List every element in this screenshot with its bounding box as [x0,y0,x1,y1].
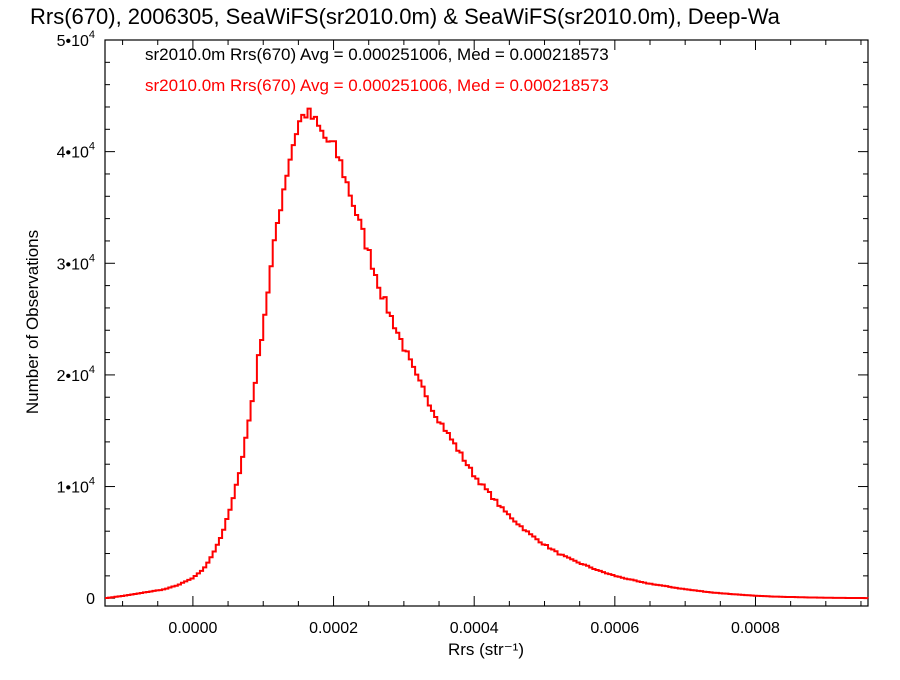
x-tick-label: 0.0000 [168,620,217,637]
x-tick-label: 0.0006 [590,620,639,637]
y-tick-label: 3•104 [57,252,95,273]
x-tick-label: 0.0008 [731,620,780,637]
y-axis-ticks: 0 1•104 2•104 3•104 4•104 5•104 [57,29,868,608]
y-tick-label: 0 [86,591,95,608]
chart-title: Rrs(670), 2006305, SeaWiFS(sr2010.0m) & … [30,4,781,29]
plot-frame [104,39,869,607]
x-axis-ticks: 0.0000 0.0002 0.0004 0.0006 0.0008 [122,40,862,637]
plot-border [104,39,869,607]
y-axis-label: Number of Observations [23,230,42,414]
x-tick-label: 0.0002 [309,620,358,637]
series-layer [105,107,869,600]
x-tick-label: 0.0004 [450,620,499,637]
legend-entry-black: sr2010.0m Rrs(670) Avg = 0.000251006, Me… [145,45,609,64]
legend: sr2010.0m Rrs(670) Avg = 0.000251006, Me… [145,45,609,95]
y-tick-label: 5•104 [57,29,95,50]
x-axis-label: Rrs (str⁻¹) [448,640,524,659]
y-tick-label: 1•104 [57,476,95,497]
y-tick-label: 2•104 [57,364,95,385]
legend-entry-red: sr2010.0m Rrs(670) Avg = 0.000251006, Me… [145,76,609,95]
series-line-0 [105,107,869,600]
y-tick-label: 4•104 [57,141,95,162]
